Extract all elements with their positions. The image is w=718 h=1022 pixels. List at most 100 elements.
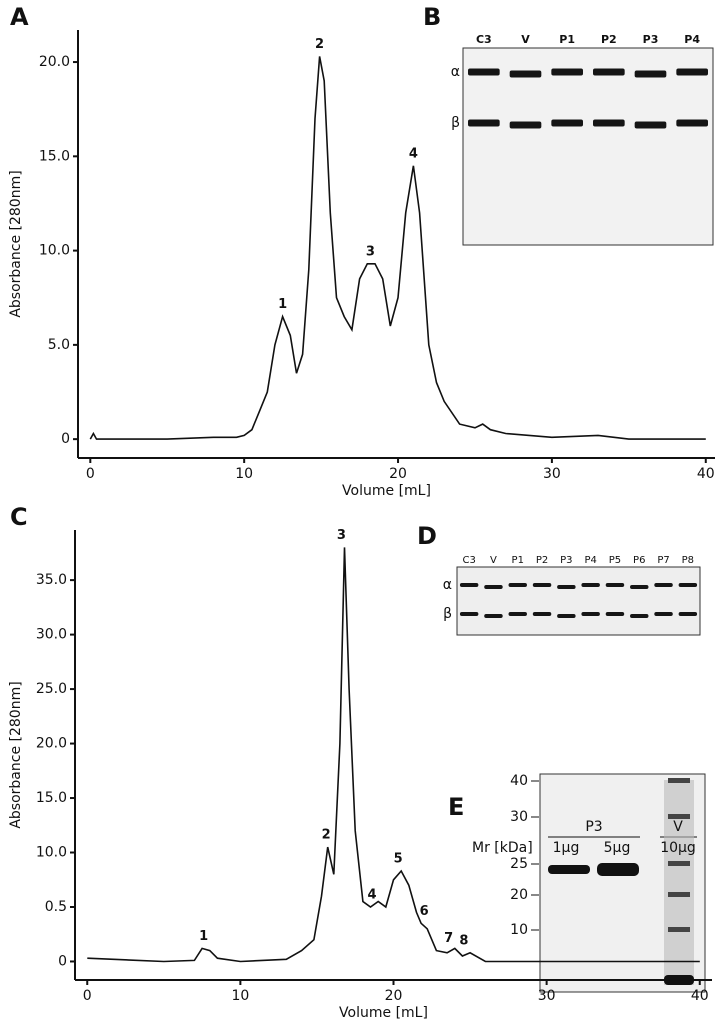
band [668, 927, 690, 932]
lane-label: P3 [643, 33, 659, 46]
band [605, 583, 625, 587]
lane-label: P4 [684, 33, 700, 46]
band [678, 612, 698, 616]
panel-label: D [417, 522, 437, 550]
band [630, 614, 649, 618]
band [654, 612, 673, 616]
band [634, 70, 667, 78]
panel-label: C [10, 503, 28, 531]
y-tick-label: 10.0 [36, 845, 67, 861]
line [87, 547, 700, 963]
band [668, 861, 690, 866]
lane-label: C3 [476, 33, 492, 46]
y-tick-label: 15.0 [36, 790, 67, 806]
y-tick-label: 30.0 [36, 627, 67, 643]
panel-label: E [448, 793, 464, 821]
row-label: β [451, 115, 460, 131]
marker-label: 40 [510, 773, 528, 789]
band [678, 583, 698, 587]
y-axis-label: Absorbance [280nm] [8, 681, 24, 828]
row-label: β [443, 606, 452, 622]
gel-frame [456, 566, 701, 636]
band [532, 583, 552, 587]
y-axis-label: Absorbance [280nm] [8, 170, 24, 317]
lane-label: P7 [657, 555, 669, 566]
band [593, 68, 625, 76]
peak-label: 1 [199, 929, 208, 944]
band [581, 583, 600, 587]
x-tick-label: 0 [83, 988, 92, 1004]
x-tick-label: 10 [231, 988, 249, 1004]
band [630, 585, 649, 589]
lane-label: P6 [633, 555, 645, 566]
x-tick-label: 20 [385, 988, 403, 1004]
group-label: V [673, 819, 683, 835]
band [668, 892, 690, 897]
band [557, 614, 576, 618]
band [484, 614, 503, 618]
peak-label: 3 [366, 244, 375, 259]
gel-e [539, 773, 706, 993]
y-tick-label: 0 [58, 953, 67, 969]
band [593, 119, 625, 127]
lane-label: P1 [512, 555, 524, 566]
band [484, 585, 503, 589]
x-axis-label: Volume [mL] [342, 483, 431, 499]
band [676, 68, 708, 76]
peak-label: 4 [368, 887, 377, 902]
gel-b [462, 47, 714, 246]
marker-title: Mr [kDa] [472, 840, 533, 856]
peak-label: 2 [322, 828, 331, 843]
band [459, 583, 479, 587]
y-tick-label: 0.5 [45, 899, 67, 915]
y-tick-label: 20.0 [36, 736, 67, 752]
x-tick-label: 10 [235, 466, 253, 482]
x-tick-label: 30 [538, 988, 556, 1004]
y-tick-label: 10.0 [39, 243, 70, 259]
band [581, 612, 600, 616]
marker-label: 25 [510, 856, 528, 872]
band [597, 863, 639, 876]
lane-label: 10μg [660, 840, 696, 856]
band [509, 70, 542, 78]
lane-label: P4 [584, 555, 596, 566]
band [605, 612, 625, 616]
band [551, 119, 583, 127]
group-label: P3 [585, 819, 602, 835]
smear [664, 780, 694, 985]
lane-label: P8 [682, 555, 694, 566]
lane-label: 1μg [553, 840, 580, 856]
band [532, 612, 552, 616]
y-tick-label: 5.0 [48, 337, 70, 353]
panel-label: B [423, 3, 441, 31]
band [557, 585, 576, 589]
lane-label: V [490, 555, 497, 566]
lane-label: P2 [601, 33, 617, 46]
band [668, 814, 690, 819]
y-tick-label: 25.0 [36, 681, 67, 697]
gel-d [456, 566, 701, 636]
marker-label: 10 [510, 922, 528, 938]
lane-label: V [521, 33, 530, 46]
x-tick-label: 30 [543, 466, 561, 482]
lane-label: P5 [609, 555, 621, 566]
peak-label: 3 [337, 528, 346, 543]
band [459, 612, 479, 616]
y-tick-label: 35.0 [36, 572, 67, 588]
band [548, 865, 590, 874]
band [634, 121, 667, 129]
y-tick-label: 20.0 [39, 54, 70, 70]
row-label: α [451, 64, 460, 80]
band [468, 119, 500, 127]
y-tick-label: 0 [61, 431, 70, 447]
peak-label: 4 [409, 146, 418, 161]
gel-frame [462, 47, 714, 246]
lane-label: P1 [559, 33, 575, 46]
band [654, 583, 673, 587]
lane-label: P3 [560, 555, 572, 566]
marker-label: 20 [510, 887, 528, 903]
band [676, 119, 708, 127]
band [508, 612, 527, 616]
y-tick-label: 15.0 [39, 148, 70, 164]
